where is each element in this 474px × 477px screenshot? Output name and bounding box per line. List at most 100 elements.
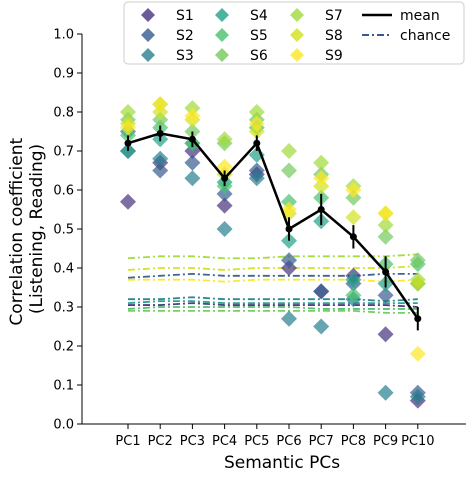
legend-marker-s6: [215, 48, 229, 62]
point-s7-pc4: [216, 131, 233, 148]
point-s3-pc6: [281, 310, 297, 327]
point-s1-pc9: [377, 326, 394, 343]
x-tick-label: PC5: [244, 434, 269, 449]
point-s2-pc7: [313, 283, 330, 300]
mean-point-pc8: [349, 233, 357, 241]
x-tick-label: PC1: [115, 434, 140, 449]
chance-line-4: [128, 278, 418, 283]
point-s9-pc1: [120, 119, 136, 136]
y-tick-label: 1.0: [53, 28, 74, 43]
mean-point-pc6: [285, 225, 293, 233]
point-s8-pc10: [409, 275, 426, 292]
legend-label-s3: S3: [176, 48, 194, 64]
mean-point-pc2: [156, 129, 164, 137]
x-tick-label: PC3: [180, 434, 205, 449]
point-s3-pc10: [409, 388, 426, 405]
legend-label-s4: S4: [250, 8, 268, 24]
point-s7-pc1: [120, 104, 136, 120]
legend-label-s8: S8: [325, 28, 343, 44]
legend-marker-s8: [290, 28, 304, 42]
point-s3-pc7: [313, 318, 330, 335]
point-s5-pc8: [345, 287, 362, 304]
y-tick-label: 0.2: [53, 340, 74, 355]
mean-series: [124, 125, 422, 331]
y-tick-label: 0.7: [53, 145, 74, 160]
legend: S1 S2 S3 S4 S5 S6 S7 S8 S9 mean chance: [123, 1, 465, 65]
x-tick-label: PC7: [309, 434, 334, 449]
y-tick-label: 0.0: [53, 418, 74, 433]
point-s6-pc6: [281, 162, 297, 179]
mean-point-pc5: [253, 139, 261, 147]
y-axis-label: Correlation coefficient (Listening, Read…: [7, 132, 47, 325]
legend-label-s7: S7: [325, 8, 343, 24]
point-s6-pc10: [409, 252, 426, 269]
y-tick-label: 0.4: [53, 262, 74, 277]
subject-points: [120, 96, 426, 409]
point-s1-pc4: [216, 197, 233, 214]
chance-line-8: [127, 306, 418, 310]
mean-point-pc9: [382, 268, 390, 276]
y-axis-label-line-2: (Listening, Reading): [27, 144, 47, 314]
legend-marker-s4: [215, 8, 229, 22]
mean-point-pc1: [124, 139, 132, 147]
chance-line-9: [128, 309, 418, 314]
point-s9-pc9: [377, 205, 394, 222]
y-tick-label: 0.6: [53, 184, 74, 199]
chance-line-5: [128, 296, 418, 303]
point-s9-pc10: [409, 345, 426, 362]
point-s3-pc9: [377, 384, 394, 401]
legend-label-chance: chance: [400, 28, 450, 44]
legend-marker-s7: [290, 8, 304, 22]
legend-marker-s5: [215, 28, 229, 42]
x-axis-label: Semantic PCs: [224, 453, 340, 473]
axes: 0.0 0.1 0.2 0.3 0.4 0.5 0.6 0.7 0.8 0.9 1.0 PC1 PC2 P…: [53, 28, 466, 449]
point-s2-pc2: [152, 162, 169, 179]
mean-point-pc4: [221, 174, 229, 182]
mean-point-pc3: [188, 135, 196, 143]
y-tick-label: 0.8: [53, 106, 74, 121]
chance-line-1: [127, 253, 418, 260]
mean-line: [127, 132, 419, 320]
point-s9-pc8: [345, 182, 362, 198]
y-tick-label: 0.9: [53, 67, 74, 82]
legend-marker-s3: [141, 48, 155, 62]
point-s1-pc1: [120, 193, 136, 210]
mean-point-pc7: [317, 206, 325, 213]
y-tick-label: 0.1: [53, 379, 74, 394]
point-s9-pc6: [281, 201, 297, 218]
x-tick-label: PC10: [401, 434, 434, 449]
x-tick-label: PC4: [212, 434, 237, 449]
point-s8-pc8: [345, 209, 362, 226]
legend-label-s1: S1: [176, 8, 194, 24]
point-s7-pc6: [281, 143, 297, 159]
y-tick-label: 0.5: [53, 223, 74, 238]
mean-point-pc10: [414, 315, 422, 323]
legend-label-s9: S9: [325, 48, 343, 64]
chance-line-7: [128, 302, 418, 308]
chance-line-2: [127, 265, 418, 271]
point-s9-pc2: [152, 96, 169, 113]
point-s3-pc4: [216, 221, 233, 237]
legend-label-s5: S5: [250, 28, 268, 44]
point-s9-pc5: [248, 115, 265, 132]
point-s9-pc3: [184, 107, 201, 124]
x-tick-label: PC9: [373, 434, 398, 449]
x-tick-label: PC2: [148, 434, 173, 449]
legend-label-mean: mean: [400, 8, 440, 24]
point-s3-pc3: [184, 170, 201, 187]
point-s6-pc9: [377, 228, 394, 245]
point-s9-pc4: [216, 158, 233, 175]
x-tick-label: PC8: [341, 434, 366, 449]
point-s2-pc6: [281, 252, 297, 269]
chance-lines: [127, 253, 418, 314]
y-tick-label: 0.3: [53, 301, 74, 316]
legend-marker-s1: [141, 8, 155, 22]
point-s4-pc8: [345, 271, 362, 288]
point-s7-pc9: [377, 217, 394, 234]
chance-line-6: [127, 300, 418, 305]
legend-marker-s2: [141, 28, 155, 42]
point-s7-pc7: [313, 154, 330, 171]
legend-marker-s9: [290, 48, 304, 62]
legend-label-s2: S2: [176, 28, 194, 44]
